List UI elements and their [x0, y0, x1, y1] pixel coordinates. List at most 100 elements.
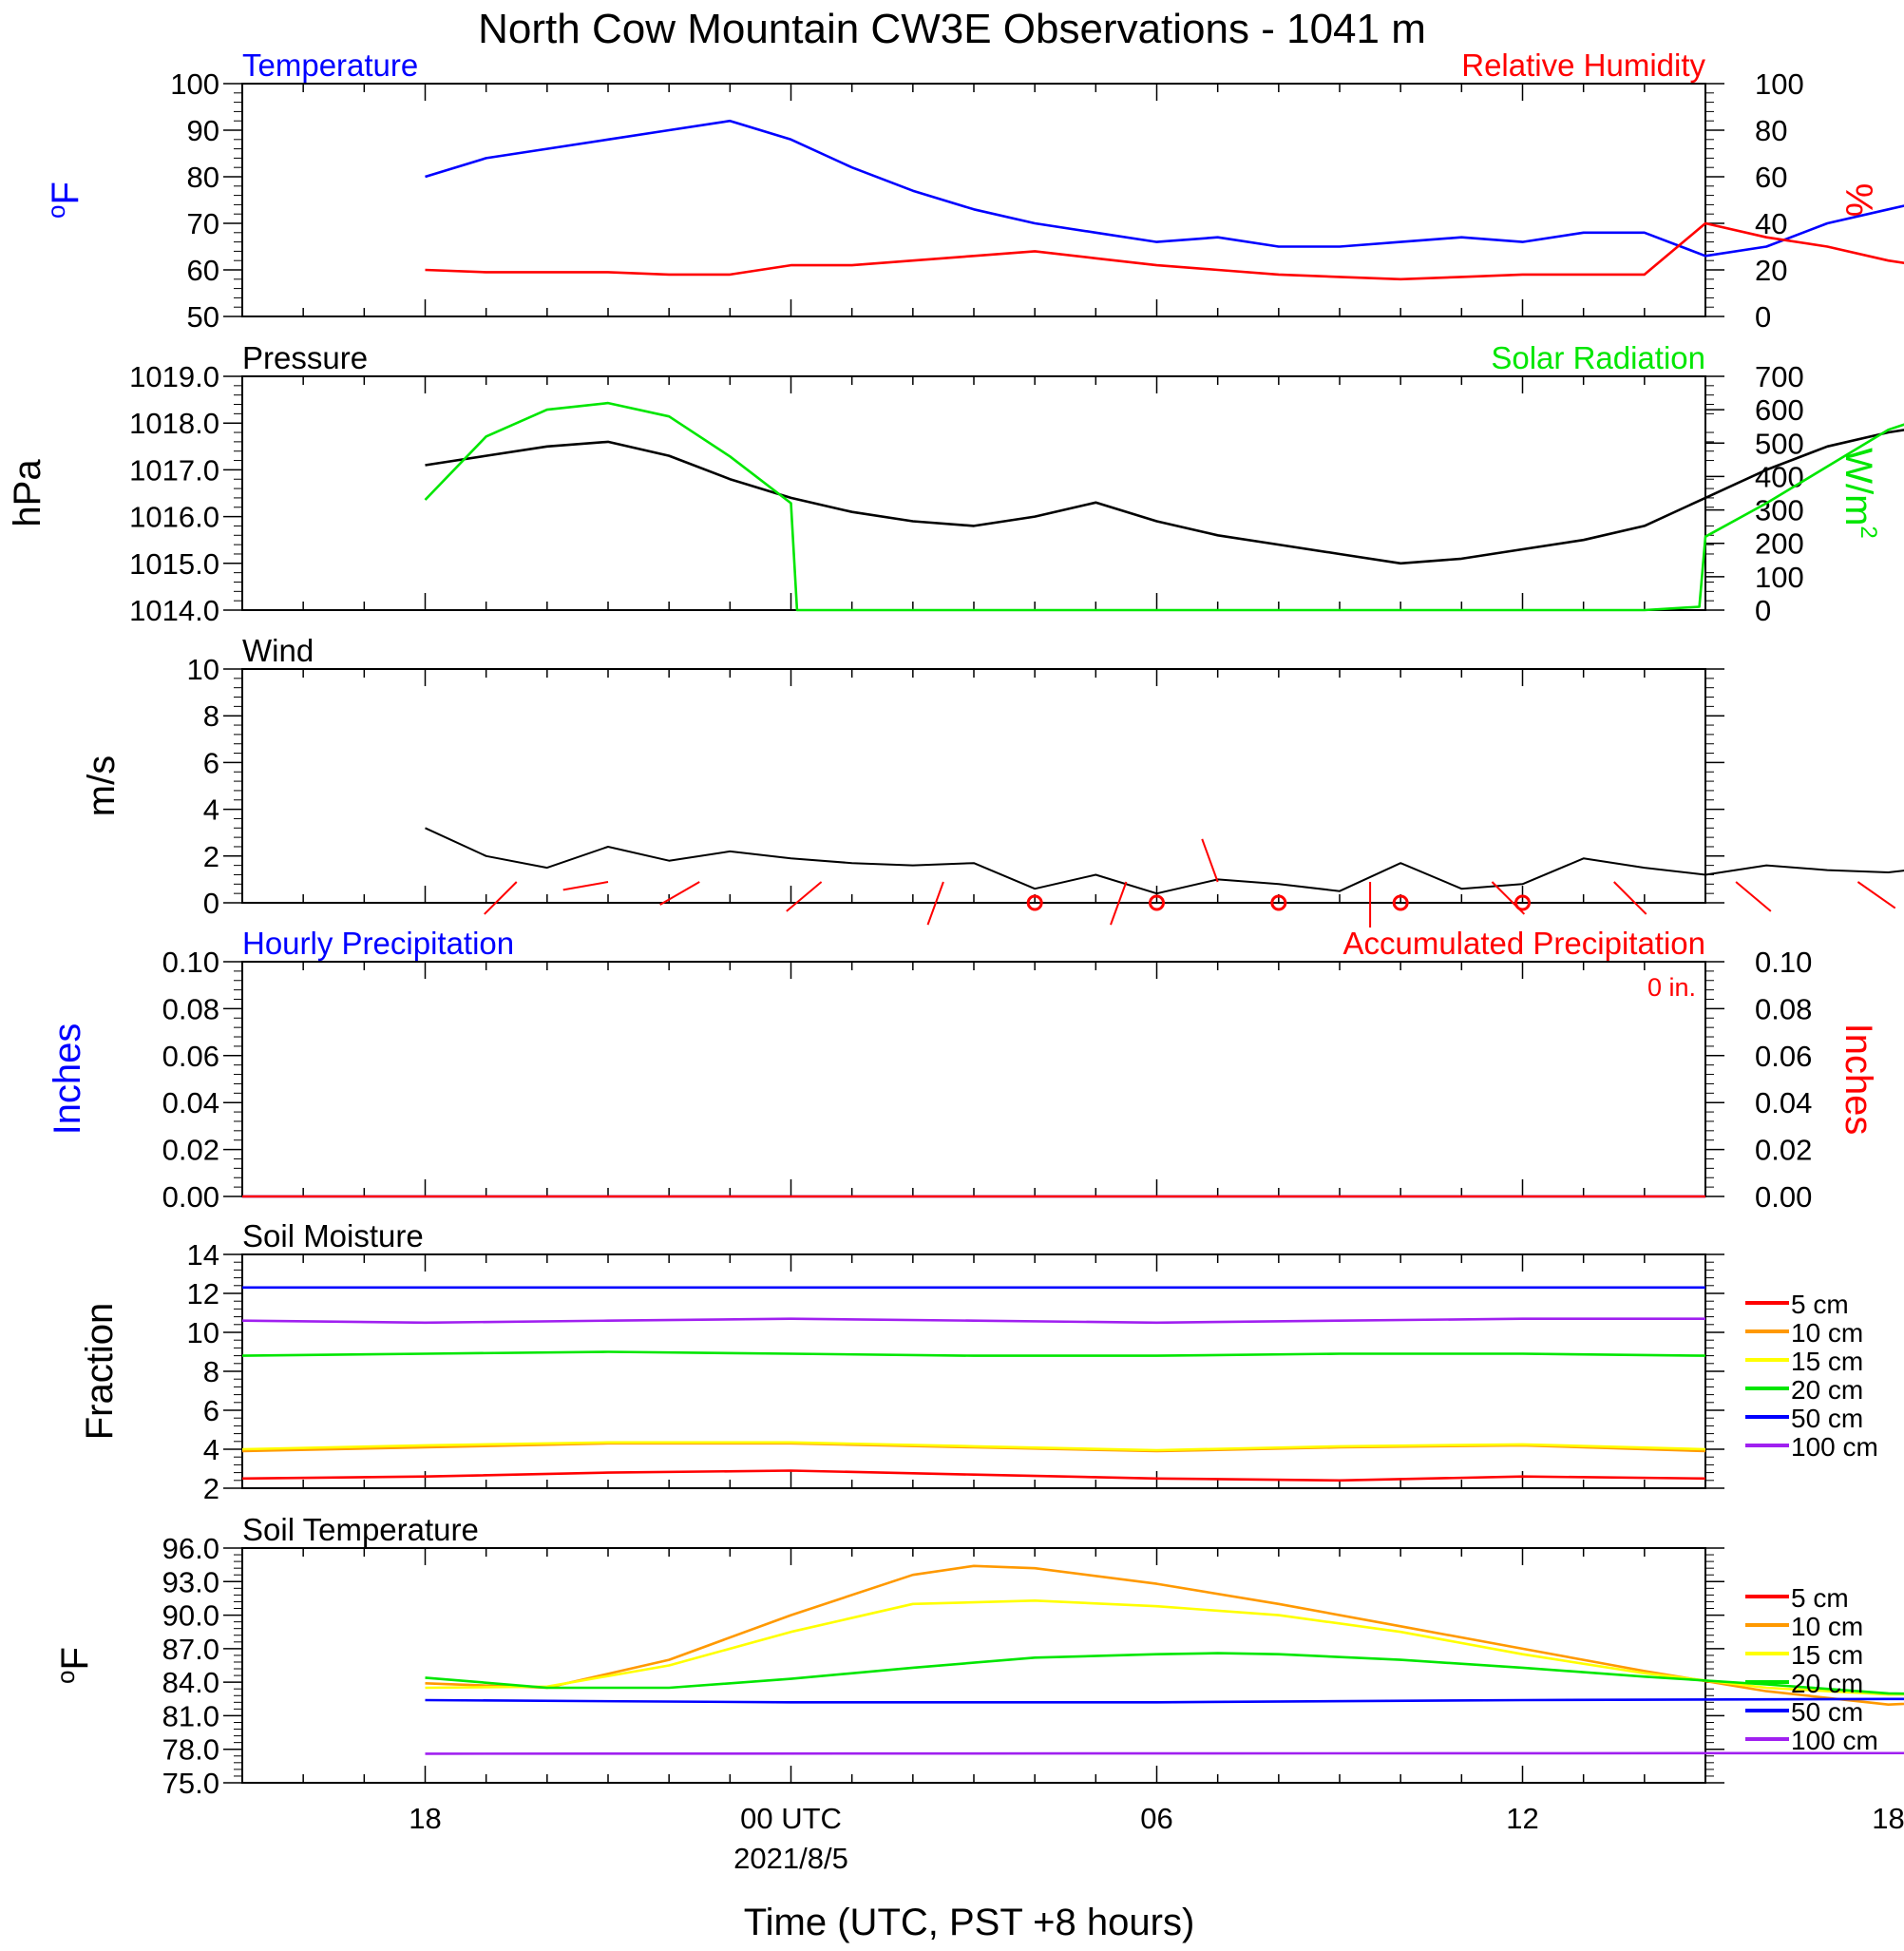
- y-tick-label-right: 100: [1755, 561, 1804, 594]
- wind-barb: [562, 881, 609, 891]
- legend-label: 50 cm: [1791, 1404, 1863, 1433]
- x-tick-label: 06: [1140, 1802, 1172, 1835]
- y-tick-label-left: 70: [187, 207, 219, 240]
- y-tick-label-right: 0.08: [1755, 992, 1812, 1025]
- wind-barb: [1110, 881, 1128, 926]
- y-tick-label-left: 93.0: [162, 1565, 219, 1598]
- calm-wind-marker: [1270, 894, 1287, 911]
- series-line: [425, 429, 1904, 565]
- series-line: [241, 1317, 1705, 1325]
- y-axis-label-left: Inches: [47, 1023, 88, 1136]
- y-tick-label-right: 0.00: [1755, 1180, 1812, 1214]
- y-tick-label-left: 90: [187, 114, 219, 147]
- y-tick-label-left: 78.0: [162, 1733, 219, 1767]
- series-line: [425, 221, 1904, 281]
- series-line: [241, 1350, 1706, 1357]
- wind-barb: [659, 881, 700, 906]
- series-line: [424, 401, 1904, 612]
- legend-label: 50 cm: [1791, 1697, 1863, 1727]
- y-tick-label-left: 0.06: [162, 1040, 219, 1073]
- y-tick-label-left: 1016.0: [129, 501, 219, 534]
- y-tick-label-left: 84.0: [162, 1666, 219, 1699]
- y-tick-label-left: 1019.0: [129, 360, 219, 393]
- legend-label: 10 cm: [1791, 1318, 1863, 1348]
- x-tick-label: 18: [409, 1802, 441, 1835]
- series-line: [425, 1564, 1904, 1706]
- plot-frame: [241, 668, 1706, 904]
- y-tick-label-left: 2: [203, 840, 219, 873]
- wind-barb: [786, 881, 823, 912]
- series-line: [425, 1652, 1904, 1695]
- y-tick-label-left: 12: [187, 1277, 219, 1310]
- plot-frame: [241, 375, 1706, 611]
- series-line: [241, 1469, 1706, 1482]
- panel-2: 0 2 4 6 8 10 Wind m/s: [81, 633, 1904, 928]
- series-line: [425, 119, 1904, 258]
- y-tick-label-left: 10: [187, 1316, 219, 1349]
- y-axis-label-left: oF: [42, 182, 86, 219]
- plot-frame: [241, 83, 1706, 317]
- panel-title-left: Wind: [242, 633, 314, 668]
- y-axis-label-left: oF: [51, 1647, 96, 1684]
- y-axis-label-left: hPa: [7, 459, 48, 527]
- y-tick-label-right: 600: [1755, 393, 1804, 427]
- y-tick-label-left: 81.0: [162, 1699, 219, 1732]
- legend-label: 5 cm: [1791, 1290, 1849, 1319]
- y-tick-label-right: 0.06: [1755, 1040, 1812, 1073]
- plot-frame: [241, 961, 1706, 1197]
- legend-label: 10 cm: [1791, 1612, 1863, 1641]
- calm-wind-marker: [1149, 894, 1165, 911]
- legend-label: 100 cm: [1791, 1432, 1878, 1462]
- y-tick-label-left: 6: [203, 1394, 219, 1427]
- y-tick-label-left: 2: [203, 1472, 219, 1505]
- series-line: [425, 827, 1904, 895]
- panel-title-left: Temperature: [242, 48, 418, 83]
- y-tick-label-left: 80: [187, 161, 219, 194]
- legend-label: 20 cm: [1791, 1669, 1863, 1698]
- y-tick-label-right: 0: [1755, 300, 1771, 334]
- y-tick-label-left: 1017.0: [129, 453, 219, 487]
- legend-label: 15 cm: [1791, 1347, 1863, 1376]
- figure-title: North Cow Mountain CW3E Observations - 1…: [478, 6, 1426, 52]
- calm-wind-marker: [1514, 894, 1531, 911]
- calm-wind-marker: [1026, 894, 1043, 911]
- y-tick-label-left: 1014.0: [129, 594, 219, 627]
- x-axis-label: Time (UTC, PST +8 hours): [744, 1902, 1195, 1943]
- y-tick-label-right: 60: [1755, 161, 1787, 194]
- y-tick-label-right: 0.02: [1755, 1134, 1812, 1167]
- y-tick-label-left: 0.04: [162, 1086, 219, 1119]
- y-axis-label-left: m/s: [81, 756, 123, 816]
- y-tick-label-right: 500: [1755, 427, 1804, 460]
- x-date-label: 2021/8/5: [733, 1842, 848, 1875]
- y-tick-label-left: 0.02: [162, 1134, 219, 1167]
- y-tick-label-left: 100: [170, 67, 219, 101]
- panel-3: 0.00 0.02 0.04 0.06 0.08 0.10 0.00 0.02 0.04 0.06…: [47, 926, 1879, 1214]
- calm-wind-marker: [1392, 894, 1409, 911]
- panel-title-right: Accumulated Precipitation: [1342, 926, 1705, 961]
- y-tick-label-right: 20: [1755, 254, 1787, 287]
- y-tick-label-left: 75.0: [162, 1767, 219, 1800]
- wind-barb: [926, 881, 944, 926]
- panel-title-left: Soil Moisture: [242, 1218, 424, 1253]
- y-tick-label-left: 0.10: [162, 946, 219, 979]
- wind-barb: [1613, 881, 1647, 915]
- series-line: [241, 1441, 1706, 1452]
- wind-barb: [1201, 838, 1219, 883]
- plot-frame: [241, 1253, 1706, 1489]
- y-tick-label-left: 4: [203, 794, 219, 827]
- series-line: [425, 1697, 1904, 1704]
- y-tick-label-left: 8: [203, 1355, 219, 1388]
- panel-title-right: Solar Radiation: [1491, 340, 1705, 375]
- y-tick-label-left: 0.08: [162, 992, 219, 1025]
- series-line: [425, 1599, 1904, 1696]
- y-tick-label-right: 200: [1755, 527, 1804, 561]
- y-axis-label-right: Inches: [1837, 1023, 1879, 1136]
- y-tick-label-left: 6: [203, 746, 219, 779]
- y-tick-label-right: 0.04: [1755, 1086, 1812, 1119]
- y-tick-label-left: 4: [203, 1433, 219, 1466]
- wind-barb: [1856, 881, 1896, 909]
